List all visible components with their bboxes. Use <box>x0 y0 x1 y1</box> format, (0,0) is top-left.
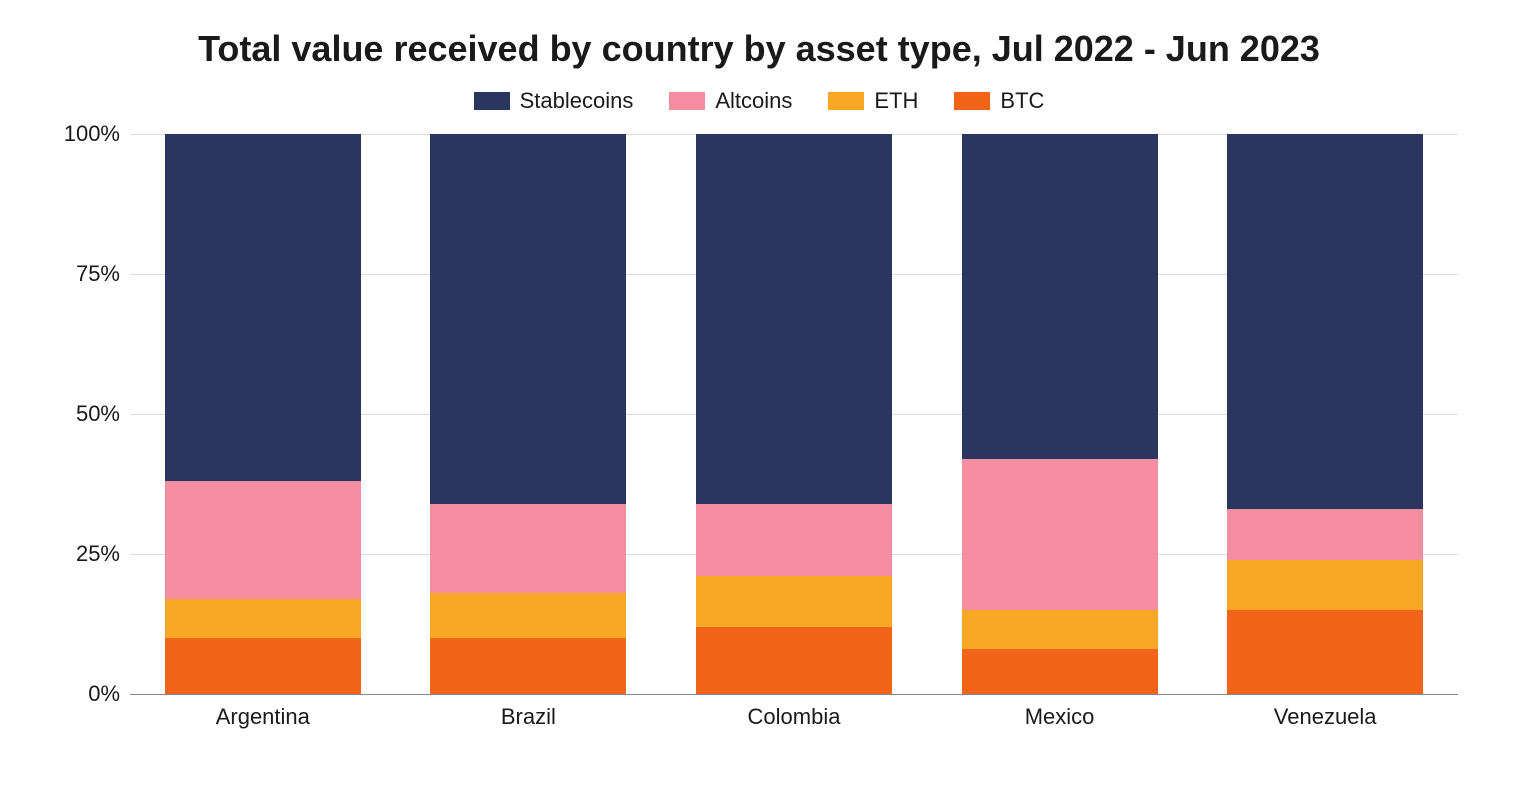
chart-title: Total value received by country by asset… <box>40 28 1478 70</box>
legend-item-stablecoins: Stablecoins <box>474 88 634 114</box>
bar-segment-btc <box>1227 610 1423 694</box>
bar-segment-btc <box>430 638 626 694</box>
x-tick-label: Colombia <box>674 704 913 730</box>
bar <box>430 134 626 694</box>
bar-column <box>409 134 648 694</box>
legend-label: Stablecoins <box>520 88 634 114</box>
bar-column <box>940 134 1179 694</box>
legend-label: Altcoins <box>715 88 792 114</box>
gridline <box>130 694 1458 695</box>
y-tick-label: 0% <box>60 681 120 707</box>
y-tick-label: 25% <box>60 541 120 567</box>
x-tick-label: Venezuela <box>1206 704 1445 730</box>
x-tick-label: Mexico <box>940 704 1179 730</box>
chart-legend: Stablecoins Altcoins ETH BTC <box>40 88 1478 114</box>
bar-segment-eth <box>1227 560 1423 610</box>
chart-container: Total value received by country by asset… <box>0 0 1518 796</box>
y-tick-label: 100% <box>60 121 120 147</box>
legend-label: ETH <box>874 88 918 114</box>
y-tick-label: 50% <box>60 401 120 427</box>
bar <box>165 134 361 694</box>
plot-area: 0%25%50%75%100% <box>130 134 1458 694</box>
x-axis: Argentina Brazil Colombia Mexico Venezuela <box>130 704 1458 730</box>
bar-segment-btc <box>962 649 1158 694</box>
bar-segment-altcoins <box>165 481 361 599</box>
bar-column <box>143 134 382 694</box>
bar-segment-altcoins <box>430 504 626 594</box>
legend-label: BTC <box>1000 88 1044 114</box>
x-tick-label: Argentina <box>143 704 382 730</box>
bar-column <box>1206 134 1445 694</box>
bar-segment-btc <box>696 627 892 694</box>
bar-segment-btc <box>165 638 361 694</box>
y-tick-label: 75% <box>60 261 120 287</box>
bar-segment-stablecoins <box>430 134 626 504</box>
bar-segment-stablecoins <box>962 134 1158 459</box>
bar-segment-eth <box>962 610 1158 649</box>
legend-item-altcoins: Altcoins <box>669 88 792 114</box>
bar-segment-altcoins <box>1227 509 1423 559</box>
bar <box>696 134 892 694</box>
bars-area <box>130 134 1458 694</box>
legend-swatch-eth <box>828 92 864 110</box>
bar-segment-eth <box>165 599 361 638</box>
legend-swatch-altcoins <box>669 92 705 110</box>
bar-segment-stablecoins <box>696 134 892 504</box>
bar-segment-altcoins <box>696 504 892 577</box>
bar-segment-eth <box>696 576 892 626</box>
bar-segment-stablecoins <box>165 134 361 481</box>
legend-item-eth: ETH <box>828 88 918 114</box>
bar <box>962 134 1158 694</box>
bar-segment-stablecoins <box>1227 134 1423 509</box>
bar-column <box>674 134 913 694</box>
legend-swatch-btc <box>954 92 990 110</box>
bar-segment-eth <box>430 593 626 638</box>
legend-swatch-stablecoins <box>474 92 510 110</box>
x-tick-label: Brazil <box>409 704 648 730</box>
legend-item-btc: BTC <box>954 88 1044 114</box>
bar <box>1227 134 1423 694</box>
bar-segment-altcoins <box>962 459 1158 610</box>
